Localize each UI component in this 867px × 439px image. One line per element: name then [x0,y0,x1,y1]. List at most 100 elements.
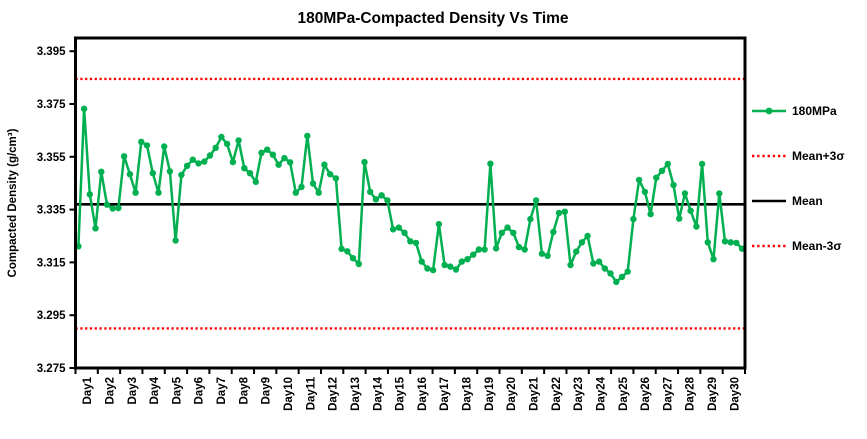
legend-item-mean-minus-3sigma: Mean-3σ [751,223,867,268]
data-point [338,245,345,253]
data-point [344,248,351,255]
data-point [223,140,231,148]
data-point [676,215,683,222]
data-point [86,191,94,198]
data-point [326,171,334,178]
x-tick-label: Day21 [529,376,541,410]
data-point [298,183,305,191]
data-point [109,205,116,212]
data-point [378,192,385,199]
data-point [246,170,254,177]
data-point [183,162,191,169]
data-point [618,273,626,281]
chart-legend: 180MPa Mean+3σ Mean Mean-3σ [751,88,867,268]
data-point [143,142,151,149]
data-point [561,208,568,215]
y-tick-label: 3.355 [37,152,66,164]
data-point [355,260,362,268]
data-point [389,226,397,233]
data-point [407,238,414,245]
data-point [687,207,694,214]
data-point [241,165,248,172]
data-point [309,180,317,187]
data-point [521,246,528,253]
x-tick-label: Day9 [261,377,273,405]
data-series-line [77,107,743,284]
data-point [538,250,546,257]
data-point [470,251,477,258]
data-point [716,190,723,197]
x-tick-label: Day26 [640,377,652,411]
data-point [584,232,591,240]
data-point [510,229,517,236]
legend-item-180mpa: 180MPa [751,88,867,133]
data-point [698,160,706,168]
data-point [315,189,322,196]
data-point [229,158,237,166]
x-tick-label: Day13 [350,377,362,411]
data-point [452,266,460,273]
data-point [161,143,168,150]
x-tick-label: Day7 [216,377,228,405]
y-axis-title: Compacted Density (g/cm³) [7,128,19,277]
x-tick-label: Day16 [417,377,429,411]
data-point [429,266,437,274]
x-tick-label: Day30 [729,377,741,411]
data-point [481,246,488,253]
data-point [504,224,511,231]
data-point [567,261,574,269]
data-point [292,189,299,196]
data-point [664,160,671,168]
red-dotted-line-icon [752,244,786,247]
data-point [733,239,740,247]
x-tick-label: Day22 [551,377,563,411]
data-point [555,209,563,217]
x-tick-label: Day27 [662,377,674,411]
data-point [258,149,265,156]
red-dotted-line-icon [752,154,786,157]
data-point [138,138,145,145]
data-point [264,146,271,153]
data-point [172,237,179,244]
data-point [395,224,402,231]
x-tick-label: Day8 [238,376,250,404]
data-point [195,160,202,167]
legend-item-mean-plus-3sigma: Mean+3σ [751,133,867,178]
data-point [149,170,156,177]
x-tick-label: Day11 [305,376,317,410]
data-point [349,255,357,262]
data-point [269,151,277,158]
x-tick-label: Day25 [618,376,630,410]
data-point [98,168,105,175]
black-solid-line-icon [752,199,786,202]
x-tick-label: Day24 [595,376,607,410]
x-tick-label: Day29 [707,377,719,411]
green-line-marker-icon [752,107,786,114]
legend-label: Mean-3σ [792,238,842,253]
legend-item-mean: Mean [751,178,867,223]
data-point [635,176,643,184]
data-point [544,252,551,259]
data-point [595,258,603,265]
data-point [727,239,734,246]
x-tick-label: Day19 [484,377,496,411]
y-tick-label: 3.275 [37,363,66,375]
data-point [630,215,637,223]
data-point [120,153,128,160]
x-tick-label: Day3 [127,377,139,405]
legend-label: Mean [792,193,823,208]
data-point [155,189,162,196]
data-point [487,160,494,167]
legend-label: 180MPa [792,103,837,118]
data-point [103,201,111,208]
data-point [641,188,649,196]
data-point [206,152,214,159]
x-tick-label: Day5 [171,376,183,404]
data-point [201,158,208,165]
data-point [590,260,597,267]
x-tick-label: Day10 [283,377,295,411]
data-point [132,189,139,196]
data-point [281,154,288,162]
plot-frame [74,36,747,370]
